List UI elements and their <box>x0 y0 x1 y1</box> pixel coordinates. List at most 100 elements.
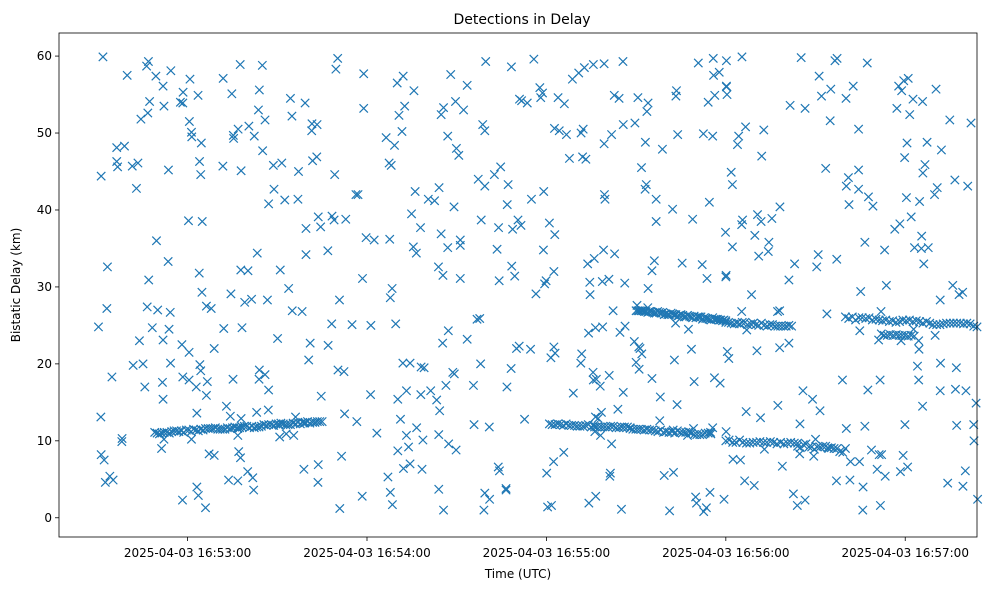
data-point <box>595 430 606 441</box>
data-point <box>812 262 822 272</box>
data-point <box>588 367 598 377</box>
data-point <box>777 461 787 471</box>
data-point <box>200 503 211 513</box>
data-point <box>672 426 683 436</box>
data-point <box>838 447 848 457</box>
data-point <box>263 405 273 415</box>
data-point <box>909 331 919 341</box>
data-point <box>637 349 647 359</box>
data-point <box>434 484 444 494</box>
data-point <box>122 70 132 80</box>
data-point <box>605 468 616 478</box>
data-point <box>786 321 797 331</box>
data-point <box>554 126 564 136</box>
data-point <box>721 272 731 282</box>
data-point <box>948 318 959 328</box>
data-point <box>244 121 254 131</box>
data-point <box>674 310 684 321</box>
data-point <box>196 169 206 180</box>
data-point <box>642 106 652 117</box>
data-point <box>455 235 465 245</box>
data-point <box>165 307 175 317</box>
data-point <box>872 464 882 474</box>
data-point <box>434 183 444 193</box>
data-point <box>945 115 955 125</box>
data-point <box>96 171 106 181</box>
data-point <box>724 353 734 364</box>
data-point <box>550 229 560 240</box>
data-point <box>329 215 339 225</box>
data-point <box>384 158 394 168</box>
data-point <box>929 189 940 200</box>
data-point <box>779 439 789 449</box>
data-point <box>252 248 262 258</box>
data-point <box>835 446 845 457</box>
data-point <box>418 435 428 445</box>
data-point <box>287 306 297 316</box>
data-point <box>193 90 203 100</box>
data-point <box>393 446 403 456</box>
data-point <box>912 361 923 371</box>
data-point <box>472 314 482 324</box>
data-point <box>275 432 285 442</box>
data-point <box>689 376 699 387</box>
data-point <box>415 223 426 233</box>
data-point <box>908 94 918 104</box>
data-point <box>201 301 212 311</box>
data-point <box>599 139 609 149</box>
data-point <box>746 289 757 300</box>
data-point <box>133 158 143 168</box>
data-point <box>254 365 264 375</box>
x-tick-label: 2025-04-03 16:53:00 <box>124 546 251 560</box>
data-point <box>914 196 925 207</box>
data-point <box>164 428 174 438</box>
data-point <box>249 131 259 141</box>
data-point <box>369 235 379 245</box>
data-point <box>941 318 952 328</box>
data-point <box>398 463 409 474</box>
data-point <box>537 88 548 98</box>
data-point <box>218 73 228 84</box>
data-point <box>225 411 235 421</box>
data-point <box>183 216 194 226</box>
data-point <box>634 342 644 352</box>
data-point <box>410 186 420 197</box>
data-point <box>480 488 490 498</box>
data-point <box>825 116 835 126</box>
data-point <box>193 490 203 501</box>
data-point <box>178 98 188 108</box>
data-point <box>606 421 616 431</box>
data-point <box>511 343 522 354</box>
data-point <box>489 169 500 180</box>
data-point <box>96 450 106 460</box>
data-point <box>564 153 575 164</box>
data-point <box>287 111 297 121</box>
data-point <box>330 169 340 180</box>
data-point <box>583 328 594 338</box>
x-tick-label: 2025-04-03 16:55:00 <box>483 546 610 560</box>
data-point <box>593 413 603 424</box>
data-point <box>260 370 270 380</box>
data-point <box>197 287 207 297</box>
data-point <box>478 119 488 130</box>
data-point <box>233 476 243 486</box>
data-point <box>315 416 325 427</box>
data-point <box>307 119 317 129</box>
data-point <box>902 138 912 148</box>
data-point <box>469 420 479 430</box>
data-point <box>855 326 865 336</box>
data-point <box>209 343 219 354</box>
data-point <box>673 129 683 140</box>
data-point <box>726 167 736 177</box>
data-point <box>522 98 532 108</box>
data-point <box>762 437 772 447</box>
data-point <box>436 109 446 120</box>
data-point <box>577 349 587 359</box>
data-point <box>400 101 410 111</box>
data-point <box>175 97 186 107</box>
data-point <box>606 439 617 449</box>
data-point <box>950 175 960 185</box>
data-point <box>848 81 858 91</box>
data-point <box>444 439 454 449</box>
data-point <box>721 426 731 437</box>
